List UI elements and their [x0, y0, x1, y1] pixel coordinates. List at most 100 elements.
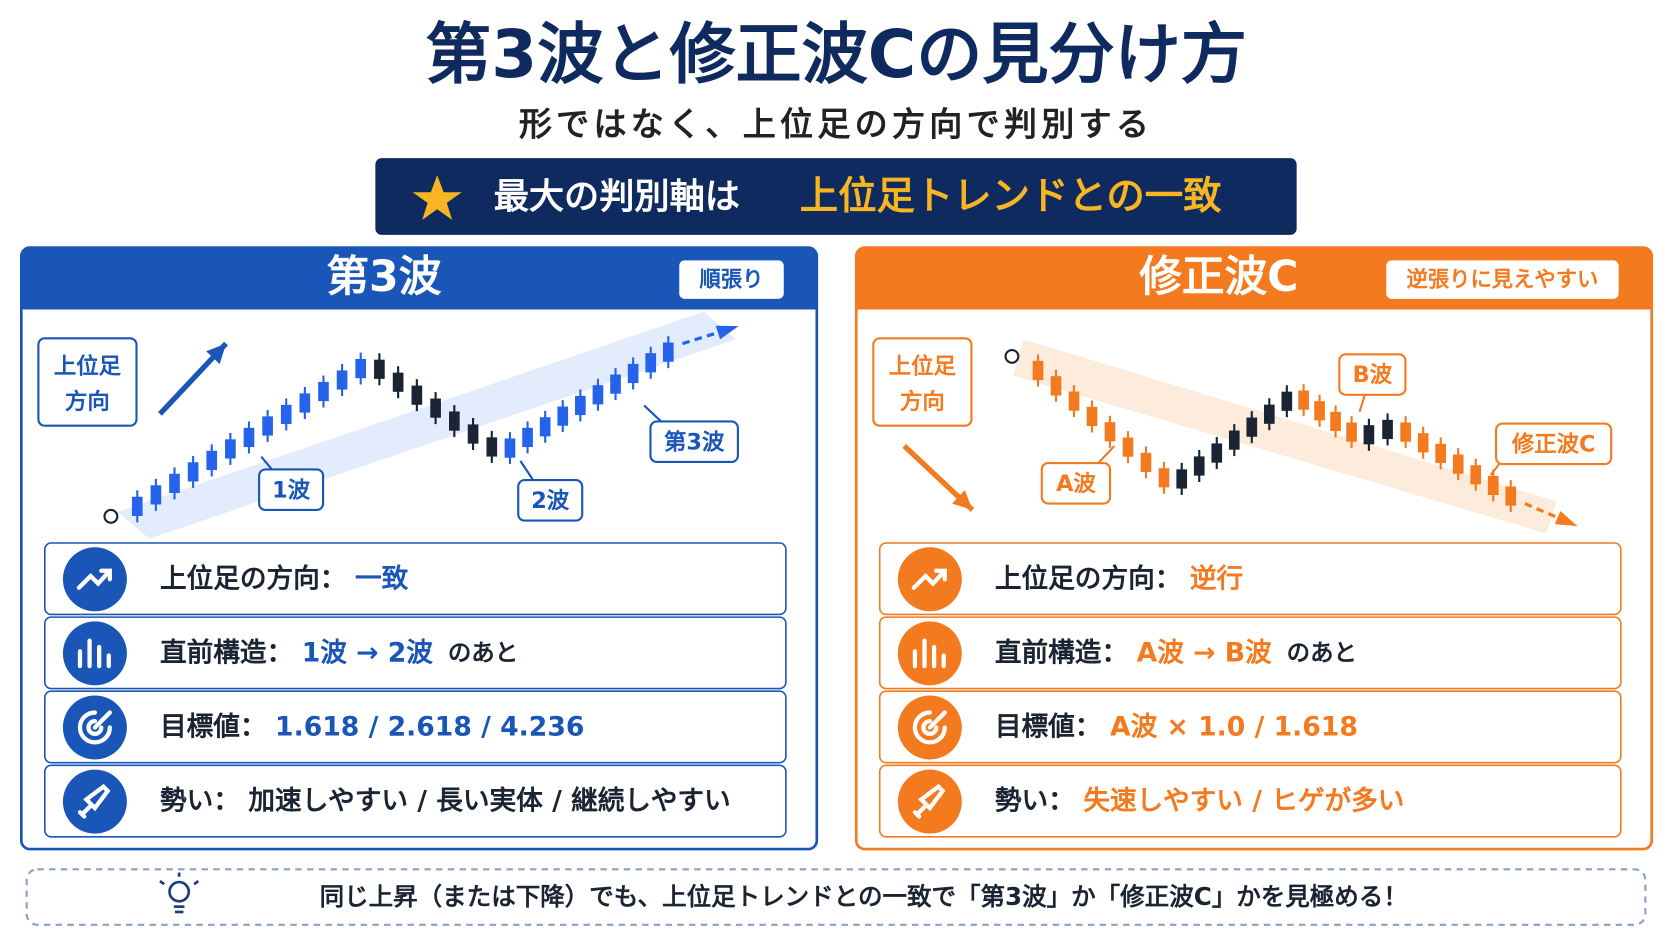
bulb-icon	[159, 872, 200, 914]
candle-body	[504, 438, 516, 458]
row-label: 直前構造：	[995, 637, 1128, 668]
candle-body	[1176, 469, 1188, 489]
candle-body	[1068, 391, 1080, 411]
candle-body	[169, 473, 180, 493]
callout-tail	[1097, 445, 1116, 464]
row-icon-glyph	[912, 783, 946, 819]
candle-body	[150, 485, 162, 505]
candle-body	[206, 450, 218, 471]
candle-body	[355, 358, 367, 379]
star-icon	[412, 175, 462, 220]
badge-text: 順張り	[700, 268, 764, 293]
row-label: 勢い：	[995, 785, 1075, 816]
candle-body	[575, 395, 586, 416]
candle-body	[1140, 452, 1152, 473]
candle-body	[1505, 486, 1517, 506]
wave-label: A波	[1056, 471, 1096, 497]
candle-body	[1330, 411, 1341, 432]
row-box	[43, 542, 787, 616]
candle-body	[1158, 468, 1170, 488]
wave-label: 1波	[272, 477, 311, 503]
panel-title: 修正波C	[1139, 252, 1298, 302]
candle-body	[1452, 454, 1464, 474]
row-value: 加速しやすい / 長い実体 / 継続しやすい	[247, 785, 730, 816]
row-icon-glyph	[77, 783, 111, 819]
row-icon-glyph	[77, 710, 112, 745]
candle-body	[225, 439, 236, 459]
higher-tf-box	[37, 337, 138, 427]
row-value: 逆行	[1190, 563, 1243, 594]
row-label: 上位足の方向：	[995, 563, 1182, 594]
candle-body	[411, 385, 423, 405]
candle-body	[1228, 430, 1240, 450]
candle-body	[448, 411, 460, 431]
row-value: 1.618 / 2.618 / 4.236	[275, 711, 584, 742]
candle-body	[592, 385, 604, 405]
footer-text: 同じ上昇（または下降）でも、上位足トレンドとの一致で「第3波」か「修正波C」かを…	[320, 882, 1408, 911]
callout-tail	[260, 455, 273, 471]
row-icon-glyph	[912, 638, 946, 669]
higher-tf-text: 上位足	[889, 353, 957, 380]
key-highlight: 上位足トレンドとの一致	[800, 174, 1222, 219]
candle-body	[539, 417, 551, 437]
row-label: 上位足の方向：	[160, 563, 347, 594]
wave-label: 第3波	[664, 428, 725, 455]
candle-body	[467, 424, 479, 444]
arrow-head	[715, 325, 739, 340]
candle-body	[1417, 433, 1429, 453]
candle-body	[187, 462, 199, 482]
candle-body	[1032, 360, 1044, 381]
row-icon-glyph	[911, 568, 947, 590]
higher-tf-text: 方向	[900, 388, 945, 415]
row-icon	[897, 769, 962, 834]
candle-body	[318, 381, 329, 402]
trend-band	[1013, 339, 1557, 534]
row-box	[878, 764, 1622, 838]
candle-body	[1086, 406, 1098, 427]
candle-body	[262, 416, 273, 436]
row-label: 目標値：	[160, 711, 267, 742]
start-point	[103, 508, 119, 524]
candle-body	[280, 404, 292, 425]
wave-label: B波	[1353, 362, 1393, 388]
row-icon	[62, 769, 127, 834]
row-icon	[897, 621, 962, 686]
row-label: 目標値：	[995, 711, 1102, 742]
callout-tail	[643, 404, 662, 423]
candle-body	[1470, 465, 1482, 485]
key-banner	[375, 158, 1297, 235]
row-value: 失速しやすい / ヒゲが多い	[1083, 785, 1404, 816]
candle-body	[1193, 456, 1205, 476]
badge	[1384, 258, 1621, 301]
wave-label-box	[1494, 422, 1613, 466]
row-value: 一致	[355, 563, 409, 594]
row-box	[878, 616, 1622, 690]
row-text: 目標値： 1.618 / 2.618 / 4.236	[160, 711, 584, 742]
row-icon-glyph	[912, 710, 947, 745]
row-box	[878, 542, 1622, 616]
row-label: 勢い：	[160, 785, 240, 816]
row-icon	[62, 621, 127, 686]
candle-body	[1246, 417, 1258, 437]
callout-tail	[519, 460, 535, 481]
badge-text: 逆張りに見えやすい	[1407, 267, 1599, 293]
candle-body	[430, 398, 441, 418]
row-value: A波 → B波	[1137, 637, 1272, 668]
row-text: 直前構造： A波 → B波 のあと	[995, 637, 1357, 668]
candle-body	[374, 359, 385, 379]
wave-label-box	[649, 420, 739, 464]
candle-body	[486, 437, 498, 457]
higher-tf-box	[872, 337, 973, 427]
row-label: 直前構造：	[160, 637, 293, 668]
callout-tail	[1358, 394, 1366, 413]
candle-body	[627, 363, 639, 384]
wave-label-box	[517, 479, 584, 522]
subtitle: 形ではなく、上位足の方向で判別する	[519, 105, 1153, 144]
row-box	[878, 690, 1622, 764]
row-suffix: のあと	[448, 638, 518, 666]
wave-label: 2波	[531, 488, 570, 514]
candle-body	[1050, 376, 1062, 396]
row-value: A波 × 1.0 / 1.618	[1110, 711, 1358, 742]
